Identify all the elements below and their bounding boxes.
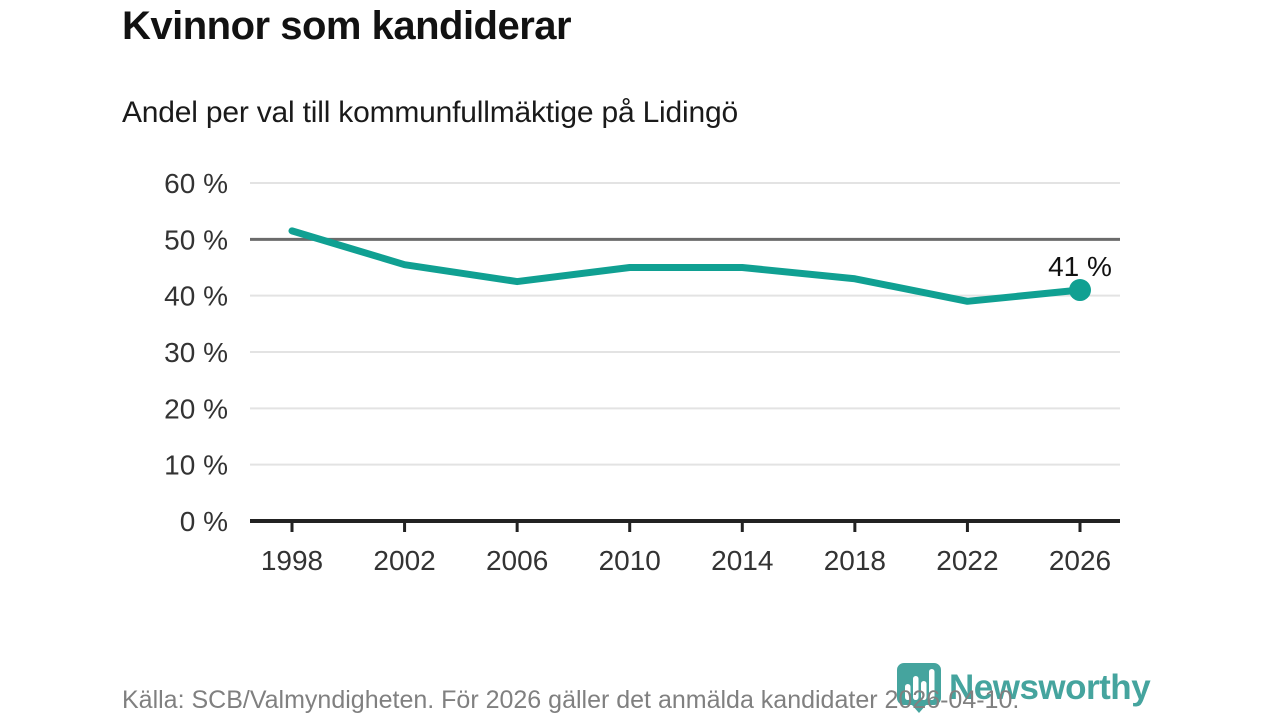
y-tick-label: 0 % <box>180 506 228 537</box>
line-chart: 0 % 10 % 20 % 30 % 40 % 50 % 60 % 1998 2002 2006 2… <box>164 168 1120 576</box>
x-tick-label: 1998 <box>261 545 323 576</box>
end-point <box>1069 279 1091 302</box>
data-line <box>288 227 1084 305</box>
newsworthy-logo-icon <box>897 663 941 713</box>
x-tick-label: 2010 <box>599 545 661 576</box>
y-tick-label: 20 % <box>164 393 228 424</box>
y-tick-label: 60 % <box>164 168 228 199</box>
y-tick-label: 50 % <box>164 224 228 255</box>
page-title: Kvinnor som kandiderar <box>122 4 572 48</box>
y-tick-label: 40 % <box>164 281 228 312</box>
x-tick-label: 2026 <box>1049 545 1111 576</box>
y-tick-label: 10 % <box>164 450 228 481</box>
chart-subtitle: Andel per val till kommunfullmäktige på … <box>122 96 738 129</box>
footer: Newsworthy Källa: SCB/Valmyndigheten. Fö… <box>0 660 1280 720</box>
x-tick-label: 2018 <box>824 545 886 576</box>
x-tick-label: 2002 <box>373 545 435 576</box>
source-note: Källa: SCB/Valmyndigheten. För 2026 gäll… <box>122 686 1020 714</box>
newsworthy-logo-text: Newsworthy <box>949 668 1151 707</box>
x-tick-label: 2022 <box>936 545 998 576</box>
x-tick-label: 2006 <box>486 545 548 576</box>
end-point-label: 41 % <box>1048 251 1112 282</box>
x-tick-label: 2014 <box>711 545 773 576</box>
y-tick-label: 30 % <box>164 337 228 368</box>
newsworthy-logo: Newsworthy <box>897 662 1151 714</box>
